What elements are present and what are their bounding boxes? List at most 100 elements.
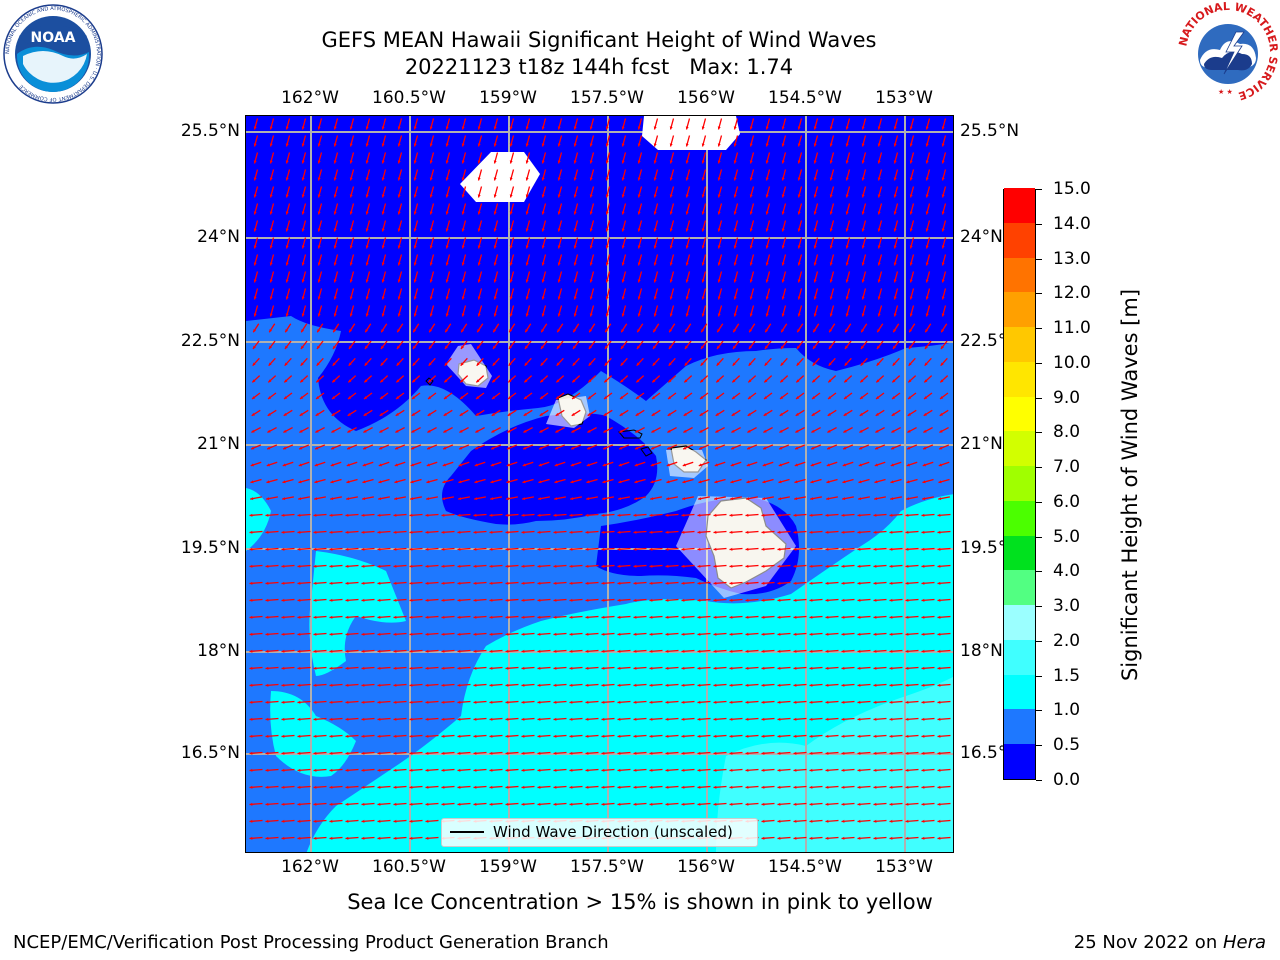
wind-arrow-head [571, 446, 575, 450]
wind-arrow-head [905, 734, 909, 738]
wind-arrow-head [457, 785, 461, 789]
wind-arrow-head [777, 802, 781, 806]
wind-arrow-head [925, 126, 929, 130]
wind-arrow-head [733, 228, 737, 232]
wind-arrow-head [553, 632, 557, 636]
wind-arrow-head [569, 547, 573, 551]
wind-arrow-head [618, 497, 622, 501]
wind-arrow-head [681, 785, 685, 789]
wind-arrow-head [907, 429, 911, 433]
wind-arrow-head [653, 211, 657, 215]
wind-arrow-head [525, 194, 529, 198]
wind-arrow-head [873, 530, 877, 534]
wind-arrow-head [444, 379, 448, 383]
wind-arrow-head [793, 785, 797, 789]
legend-line-swatch [450, 831, 484, 833]
wind-arrow-head [249, 530, 253, 534]
wind-arrow-head [397, 126, 401, 130]
wind-arrow-head [827, 446, 831, 450]
wind-arrow-head [361, 768, 365, 772]
wind-arrow-head [409, 717, 413, 721]
wind-arrow-head [908, 362, 912, 366]
wind-arrow-head [617, 768, 621, 772]
wind-arrow-head [313, 768, 317, 772]
wind-arrow-head [585, 530, 589, 534]
wind-arrow-head [585, 700, 589, 704]
wind-arrow-head [461, 262, 465, 266]
wind-arrow-head [457, 564, 461, 568]
wind-arrow-head [429, 160, 433, 164]
wind-arrow-head [859, 429, 863, 433]
wind-arrow-head [621, 177, 625, 181]
wind-arrow-head [252, 396, 256, 400]
wind-arrow-head [905, 513, 909, 517]
wind-arrow-head [489, 683, 493, 687]
wind-arrow-head [380, 379, 384, 383]
wind-arrow-head [285, 126, 289, 130]
wind-arrow-head [921, 632, 925, 636]
wind-arrow-head [764, 396, 768, 400]
wind-arrow-head [541, 194, 545, 198]
wind-arrow-head [604, 362, 608, 366]
wind-arrow-head [589, 160, 593, 164]
wind-arrow-head [585, 632, 589, 636]
wind-arrow-head [825, 785, 829, 789]
wind-arrow-head [557, 245, 561, 249]
wind-arrow-head [905, 683, 909, 687]
wind-arrow-head [601, 785, 605, 789]
wind-arrow-head [845, 194, 849, 198]
wind-arrow-head [284, 345, 288, 349]
wind-arrow-head [793, 717, 797, 721]
wind-arrow-head [393, 615, 397, 619]
wind-arrow-head [829, 126, 833, 130]
wind-arrow-head [713, 513, 717, 517]
wind-arrow-head [282, 480, 286, 484]
wind-arrow-head [412, 396, 416, 400]
wind-arrow-head [345, 666, 349, 670]
wind-arrow-head [265, 666, 269, 670]
wind-arrow-head [489, 734, 493, 738]
wind-arrow-head [861, 211, 865, 215]
wind-arrow-head [361, 581, 365, 585]
map-panel[interactable] [245, 115, 954, 853]
wind-arrow-head [669, 177, 673, 181]
wind-arrow-head [905, 581, 909, 585]
wind-arrow-head [732, 379, 736, 383]
wind-arrow-head [748, 379, 752, 383]
wind-arrow-head [793, 836, 797, 840]
wind-arrow-head [569, 632, 573, 636]
wind-arrow-head [541, 177, 545, 181]
wind-arrow-head [889, 666, 893, 670]
wind-arrow-head [825, 700, 829, 704]
wind-arrow-head [445, 228, 449, 232]
wind-arrow-head [797, 211, 801, 215]
wind-arrow-head [377, 802, 381, 806]
wind-arrow-head [937, 598, 941, 602]
wind-arrow-head [797, 177, 801, 181]
wind-arrow-head [397, 177, 401, 181]
wind-arrow-head [585, 683, 589, 687]
wind-arrow-head [425, 632, 429, 636]
wind-arrow-head [811, 412, 815, 416]
wind-arrow-head [937, 666, 941, 670]
wind-arrow-head [745, 530, 749, 534]
colorbar-tick-label: 1.0 [1053, 700, 1081, 721]
wind-arrow-head [493, 177, 497, 181]
wind-arrow-head [249, 717, 253, 721]
wind-arrow-head [557, 279, 561, 283]
wind-arrow-head [777, 751, 781, 755]
wind-arrow-head [745, 700, 749, 704]
wind-arrow-head [781, 143, 785, 147]
wind-arrow-head [841, 836, 845, 840]
wind-arrow-head [889, 734, 893, 738]
wind-arrow-head [493, 313, 497, 317]
wind-arrow-head [539, 446, 543, 450]
wind-arrow-head [777, 530, 781, 534]
wind-arrow-head [685, 245, 689, 249]
wind-arrow-head [345, 649, 349, 653]
wind-arrow-head [505, 785, 509, 789]
wind-arrow-head [765, 211, 769, 215]
wind-arrow-head [281, 751, 285, 755]
wind-arrow-head [809, 547, 813, 551]
wind-arrow-head [925, 211, 929, 215]
